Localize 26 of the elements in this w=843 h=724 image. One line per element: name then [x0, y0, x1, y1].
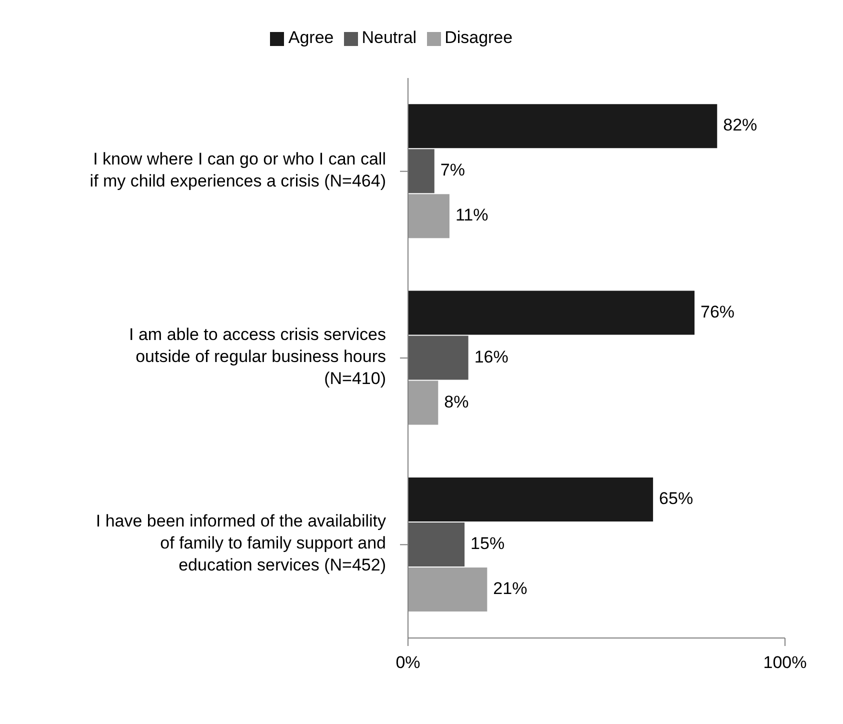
bar — [408, 380, 438, 425]
bar — [408, 290, 695, 335]
y-tick-label: I have been informed of the availability of family to family support and education services (N=452) — [96, 512, 386, 576]
bar — [408, 567, 488, 612]
bar — [408, 104, 718, 148]
data-label: 21% — [493, 578, 528, 598]
bar — [408, 194, 450, 238]
legend-label: Agree — [288, 28, 334, 47]
data-label: 82% — [723, 116, 758, 135]
data-label: 16% — [474, 347, 508, 366]
x-tick-label: 100% — [763, 653, 807, 672]
legend-label: Disagree — [444, 28, 513, 47]
data-label: 15% — [470, 534, 505, 553]
data-label: 7% — [440, 160, 465, 180]
bar — [408, 149, 434, 194]
data-label: 65% — [659, 488, 694, 508]
data-label: 76% — [700, 302, 735, 322]
x-tick-label: 0% — [396, 653, 420, 672]
legend-label: Neutral — [362, 28, 417, 47]
data-label: 11% — [455, 206, 488, 225]
bar — [408, 477, 654, 522]
data-label: 8% — [444, 392, 469, 412]
bar — [408, 522, 465, 566]
y-tick-label: I know where I can go or who I can call if my child experiences a crisis (N=464) — [90, 150, 386, 191]
y-tick-label: I am able to access crisis services outside of regular business hours (N=410) — [129, 325, 386, 388]
bar — [408, 336, 468, 380]
